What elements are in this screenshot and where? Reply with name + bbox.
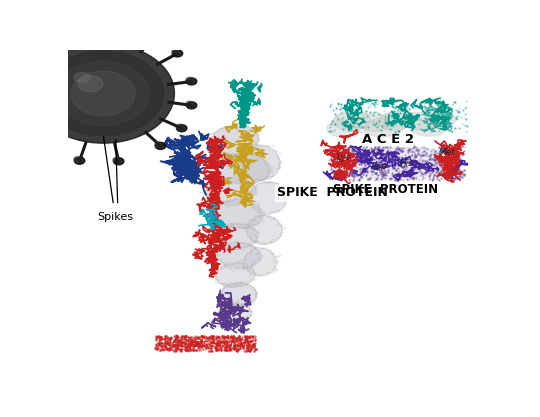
Ellipse shape xyxy=(215,199,263,229)
Ellipse shape xyxy=(16,60,24,65)
Ellipse shape xyxy=(424,112,456,128)
Ellipse shape xyxy=(149,34,159,41)
Ellipse shape xyxy=(216,153,271,184)
Ellipse shape xyxy=(57,61,150,126)
Ellipse shape xyxy=(172,49,179,54)
Ellipse shape xyxy=(243,248,277,276)
Ellipse shape xyxy=(177,125,187,132)
Ellipse shape xyxy=(122,23,132,30)
Ellipse shape xyxy=(12,114,23,121)
Text: His: His xyxy=(400,158,414,168)
Ellipse shape xyxy=(75,157,85,164)
Ellipse shape xyxy=(217,243,261,269)
Ellipse shape xyxy=(401,113,437,130)
Ellipse shape xyxy=(218,303,252,324)
Ellipse shape xyxy=(186,102,197,109)
Ellipse shape xyxy=(186,101,193,106)
Text: SPIKE  PROTEIN: SPIKE PROTEIN xyxy=(277,186,388,199)
Ellipse shape xyxy=(17,61,28,68)
Ellipse shape xyxy=(78,76,103,92)
Ellipse shape xyxy=(329,148,463,178)
Ellipse shape xyxy=(113,158,124,165)
Ellipse shape xyxy=(32,44,174,143)
Ellipse shape xyxy=(363,118,403,137)
Ellipse shape xyxy=(176,124,184,129)
Ellipse shape xyxy=(82,21,89,26)
Ellipse shape xyxy=(215,263,255,287)
Ellipse shape xyxy=(246,216,282,244)
Text: SPIKE  PROTEIN: SPIKE PROTEIN xyxy=(333,183,438,196)
Ellipse shape xyxy=(121,22,129,27)
Text: Asp: Asp xyxy=(371,162,388,171)
Ellipse shape xyxy=(186,77,193,83)
Ellipse shape xyxy=(113,157,120,162)
Ellipse shape xyxy=(82,22,93,29)
Ellipse shape xyxy=(327,120,360,138)
Ellipse shape xyxy=(74,73,91,82)
Ellipse shape xyxy=(206,178,256,205)
Ellipse shape xyxy=(39,142,47,147)
Ellipse shape xyxy=(377,111,415,130)
Ellipse shape xyxy=(355,113,391,131)
Ellipse shape xyxy=(148,33,156,38)
Text: Lys: Lys xyxy=(336,153,351,162)
Ellipse shape xyxy=(172,50,183,57)
Ellipse shape xyxy=(333,111,371,131)
Ellipse shape xyxy=(45,32,53,37)
Ellipse shape xyxy=(156,142,166,149)
Ellipse shape xyxy=(240,145,280,180)
Ellipse shape xyxy=(71,71,135,116)
Ellipse shape xyxy=(212,224,258,249)
Ellipse shape xyxy=(409,119,445,136)
Text: Virusmembran: Virusmembran xyxy=(173,339,250,349)
Ellipse shape xyxy=(211,126,259,155)
Ellipse shape xyxy=(249,182,287,214)
Ellipse shape xyxy=(40,143,51,150)
Ellipse shape xyxy=(186,78,197,85)
Ellipse shape xyxy=(43,51,164,136)
Ellipse shape xyxy=(8,83,15,88)
Ellipse shape xyxy=(221,283,257,305)
Text: Spikes: Spikes xyxy=(98,212,133,222)
Text: A C E 2: A C E 2 xyxy=(362,133,414,146)
Ellipse shape xyxy=(8,84,19,91)
Ellipse shape xyxy=(154,142,162,147)
Ellipse shape xyxy=(12,113,19,118)
Text: Met: Met xyxy=(439,148,456,157)
Ellipse shape xyxy=(73,156,81,162)
Ellipse shape xyxy=(46,33,56,40)
